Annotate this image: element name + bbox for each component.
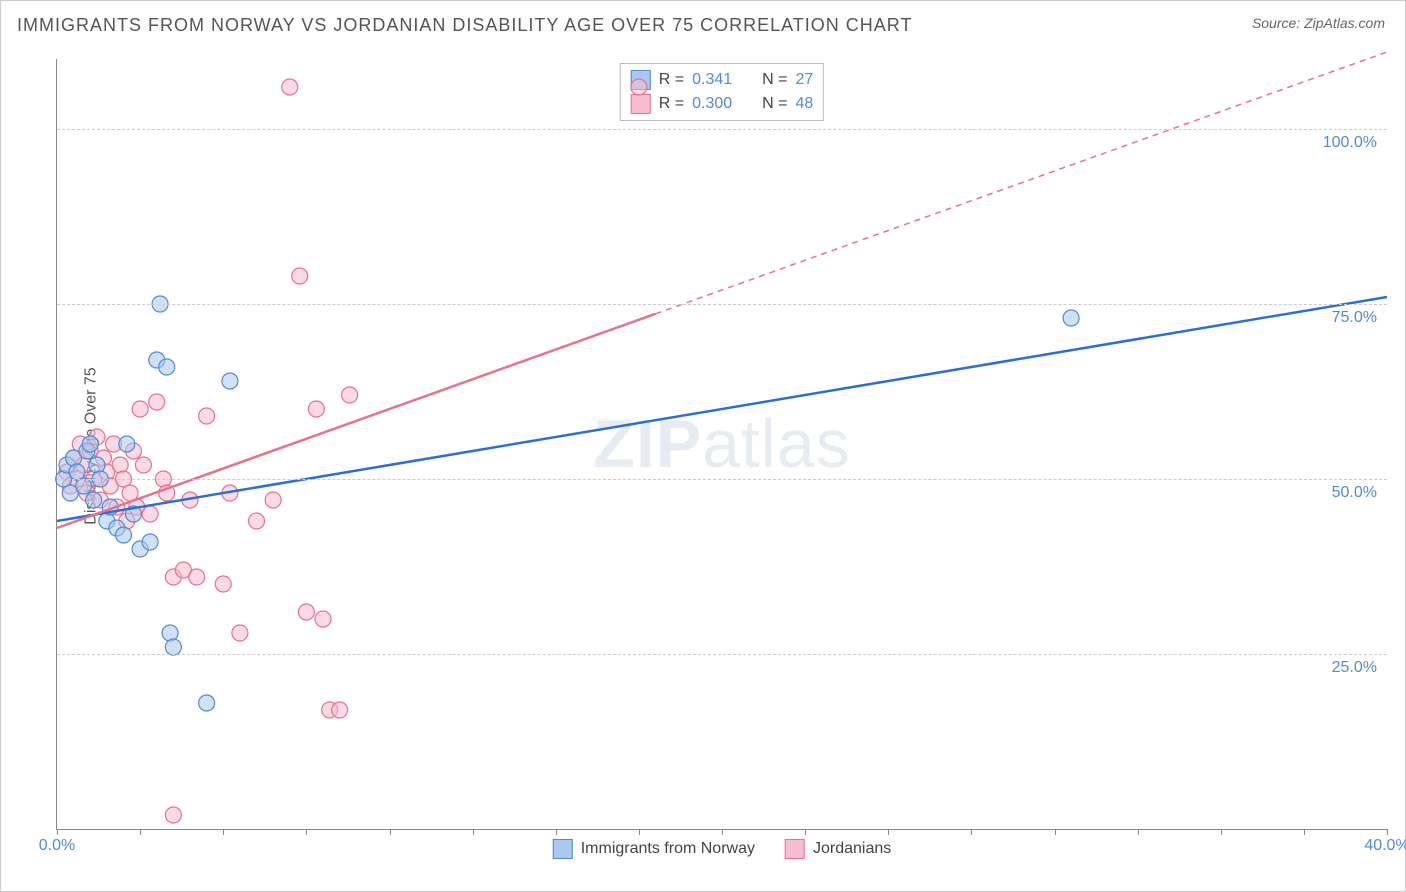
scatter-point [292,268,308,284]
y-tick-label: 50.0% [1332,484,1377,502]
scatter-point [1063,310,1079,326]
scatter-point [222,373,238,389]
x-tick-mark [888,829,889,835]
scatter-point [199,695,215,711]
plot-svg [57,59,1387,829]
scatter-point [119,436,135,452]
scatter-point [86,492,102,508]
plot-area: ZIPatlas R =0.341N =27R =0.300N =48 Immi… [56,59,1387,830]
scatter-point [142,534,158,550]
x-tick-label: 40.0% [1364,837,1406,855]
x-tick-mark [971,829,972,835]
scatter-point [282,79,298,95]
legend-swatch [553,839,573,859]
x-tick-mark [1138,829,1139,835]
scatter-point [149,394,165,410]
legend-series-name: Jordanians [813,840,891,858]
scatter-point [189,569,205,585]
scatter-point [342,387,358,403]
x-tick-mark [140,829,141,835]
scatter-point [165,639,181,655]
legend-series-name: Immigrants from Norway [581,840,755,858]
x-tick-mark [1304,829,1305,835]
scatter-point [162,625,178,641]
scatter-point [232,625,248,641]
scatter-point [315,611,331,627]
legend-swatch [785,839,805,859]
x-tick-mark [639,829,640,835]
x-tick-mark [57,829,58,835]
chart-container: IMMIGRANTS FROM NORWAY VS JORDANIAN DISA… [0,0,1406,892]
scatter-point [631,79,647,95]
scatter-point [249,513,265,529]
source-label: Source: ZipAtlas.com [1252,15,1385,31]
scatter-point [298,604,314,620]
x-tick-label: 0.0% [39,837,75,855]
scatter-point [82,436,98,452]
scatter-point [76,478,92,494]
scatter-point [89,457,105,473]
y-tick-label: 75.0% [1332,309,1377,327]
scatter-point [308,401,324,417]
y-tick-label: 100.0% [1323,134,1377,152]
x-tick-mark [805,829,806,835]
gridline [57,654,1387,655]
y-tick-label: 25.0% [1332,659,1377,677]
scatter-point [135,457,151,473]
gridline [57,129,1387,130]
series-legend: Immigrants from Norway Jordanians [553,839,892,859]
x-tick-mark [306,829,307,835]
scatter-point [132,401,148,417]
scatter-point [199,408,215,424]
scatter-point [165,807,181,823]
legend-item: Immigrants from Norway [553,839,755,859]
x-tick-mark [1221,829,1222,835]
gridline [57,479,1387,480]
scatter-point [112,457,128,473]
scatter-point [215,576,231,592]
x-tick-mark [722,829,723,835]
x-tick-mark [223,829,224,835]
legend-item: Jordanians [785,839,891,859]
x-tick-mark [473,829,474,835]
scatter-point [265,492,281,508]
gridline [57,304,1387,305]
scatter-point [142,506,158,522]
chart-title: IMMIGRANTS FROM NORWAY VS JORDANIAN DISA… [17,15,912,36]
x-tick-mark [390,829,391,835]
scatter-point [116,527,132,543]
x-tick-mark [1055,829,1056,835]
x-tick-mark [1387,829,1388,835]
x-tick-mark [556,829,557,835]
scatter-point [332,702,348,718]
scatter-point [159,359,175,375]
